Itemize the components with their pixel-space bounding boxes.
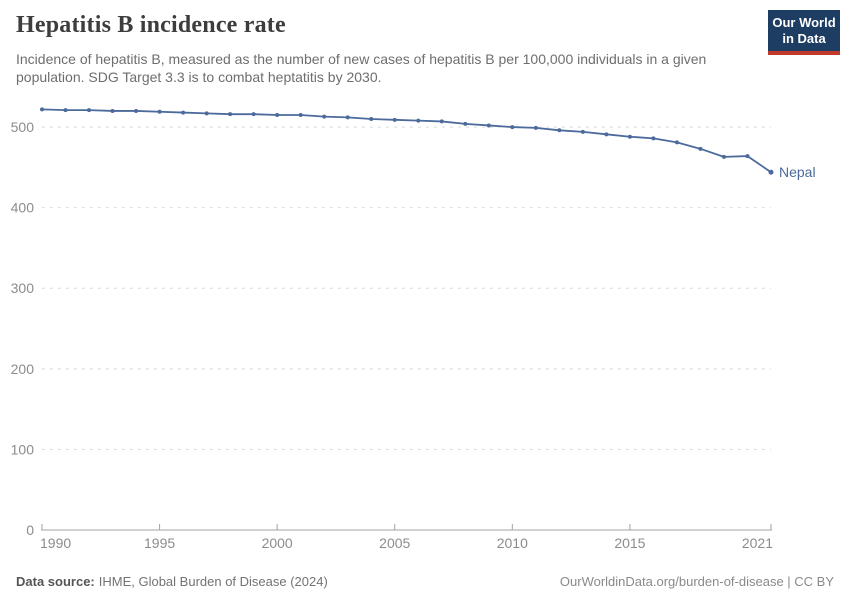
- y-tick-label: 300: [11, 280, 35, 296]
- data-line[interactable]: [41, 108, 772, 174]
- x-tick-label: 2000: [262, 535, 293, 551]
- data-point[interactable]: [510, 125, 515, 130]
- data-point[interactable]: [298, 112, 303, 117]
- data-point[interactable]: [87, 108, 92, 113]
- data-point[interactable]: [557, 128, 562, 133]
- data-point[interactable]: [275, 112, 280, 117]
- data-point[interactable]: [627, 134, 632, 139]
- x-tick-label: 2005: [379, 535, 410, 551]
- owid-logo[interactable]: Our World in Data: [768, 10, 840, 55]
- y-tick-label: 400: [11, 200, 35, 216]
- data-point[interactable]: [369, 117, 374, 122]
- data-point[interactable]: [745, 154, 750, 159]
- data-point[interactable]: [768, 169, 774, 175]
- x-tick-label: 2010: [497, 535, 528, 551]
- data-point[interactable]: [721, 154, 726, 159]
- data-point[interactable]: [345, 115, 350, 120]
- data-point[interactable]: [110, 108, 115, 113]
- data-source-value: IHME, Global Burden of Disease (2024): [98, 574, 328, 589]
- data-point[interactable]: [698, 146, 703, 151]
- data-point[interactable]: [674, 140, 679, 145]
- data-point[interactable]: [251, 112, 256, 117]
- owid-logo-line2: in Data: [782, 31, 826, 46]
- data-point[interactable]: [416, 118, 421, 123]
- data-point[interactable]: [204, 111, 209, 116]
- data-point[interactable]: [651, 136, 656, 141]
- data-source-label: Data source:: [16, 574, 95, 589]
- data-point[interactable]: [40, 107, 44, 112]
- chart-subtitle: Incidence of hepatitis B, measured as th…: [16, 51, 707, 85]
- data-point[interactable]: [580, 129, 585, 134]
- entity-label[interactable]: Nepal: [779, 164, 816, 180]
- data-point[interactable]: [533, 125, 538, 130]
- data-point[interactable]: [181, 110, 186, 115]
- y-tick-label: 0: [26, 522, 34, 538]
- data-point[interactable]: [486, 123, 491, 128]
- x-tick-label: 1990: [40, 535, 71, 551]
- data-point[interactable]: [392, 117, 397, 122]
- y-tick-label: 200: [11, 361, 35, 377]
- data-point[interactable]: [228, 112, 233, 117]
- data-point[interactable]: [157, 109, 162, 114]
- data-point[interactable]: [439, 119, 444, 124]
- x-tick-label: 2021: [742, 535, 773, 551]
- data-point[interactable]: [322, 114, 327, 119]
- data-point[interactable]: [134, 108, 139, 113]
- x-tick-label: 1995: [144, 535, 175, 551]
- data-point[interactable]: [463, 121, 468, 126]
- page-title: Hepatitis B incidence rate: [16, 12, 286, 38]
- data-source: Data source: IHME, Global Burden of Disea…: [16, 574, 328, 589]
- y-tick-label: 100: [11, 441, 35, 457]
- line-chart[interactable]: 0 100 200 300 400 500 1990 1995 2000 2005 2010 2015…: [0, 90, 850, 560]
- data-point[interactable]: [604, 132, 609, 137]
- data-point[interactable]: [63, 108, 68, 113]
- attribution-link[interactable]: OurWorldinData.org/burden-of-disease | C…: [559, 574, 834, 589]
- y-tick-label: 500: [11, 119, 35, 135]
- x-tick-label: 2015: [614, 535, 645, 551]
- owid-logo-line1: Our World: [772, 15, 836, 30]
